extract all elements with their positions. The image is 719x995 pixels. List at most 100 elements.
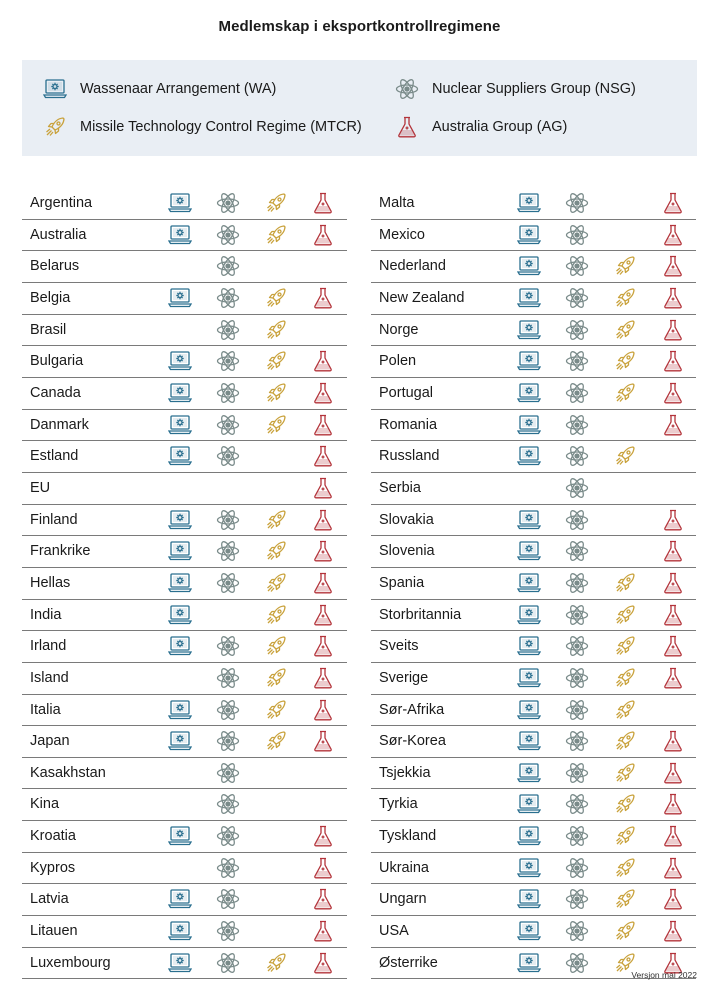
atom-icon <box>565 761 589 785</box>
flask-icon <box>661 413 685 437</box>
country-name: Mexico <box>379 226 425 243</box>
flask-icon <box>311 349 335 373</box>
laptop-gear-icon <box>42 76 68 102</box>
laptop-gear-icon <box>517 698 541 722</box>
laptop-gear-icon <box>168 508 192 532</box>
rocket-icon <box>613 444 637 468</box>
country-name: EU <box>30 479 51 496</box>
flask-icon <box>661 223 685 247</box>
flask-icon <box>311 698 335 722</box>
atom-icon <box>565 444 589 468</box>
country-row: Sør-Korea <box>371 726 696 758</box>
atom-icon <box>565 286 589 310</box>
country-name: Slovenia <box>379 543 435 560</box>
country-name: Kroatia <box>30 828 76 845</box>
country-row: Serbia <box>371 473 696 505</box>
flask-icon <box>661 539 685 563</box>
flask-icon <box>311 856 335 880</box>
rocket-icon <box>613 698 637 722</box>
rocket-icon <box>264 413 288 437</box>
country-row: Polen <box>371 346 696 378</box>
rocket-icon <box>264 729 288 753</box>
country-row: Hellas <box>22 568 347 600</box>
laptop-gear-icon <box>168 729 192 753</box>
country-row: Sveits <box>371 631 696 663</box>
country-name: Ukraina <box>379 859 429 876</box>
laptop-gear-icon <box>517 254 541 278</box>
laptop-gear-icon <box>517 539 541 563</box>
flask-icon <box>311 571 335 595</box>
flask-icon <box>661 887 685 911</box>
atom-icon <box>565 349 589 373</box>
atom-icon <box>216 571 240 595</box>
atom-icon <box>216 729 240 753</box>
atom-icon <box>565 951 589 975</box>
laptop-gear-icon <box>168 349 192 373</box>
flask-icon <box>311 666 335 690</box>
legend-item-ag: Australia Group (AG) <box>394 114 567 140</box>
flask-icon <box>661 729 685 753</box>
flask-icon <box>311 286 335 310</box>
flask-icon <box>661 856 685 880</box>
atom-icon <box>216 508 240 532</box>
laptop-gear-icon <box>517 603 541 627</box>
country-name: Ungarn <box>379 891 427 908</box>
country-list-right: Malta Mexico Nederland New Zealand Norge Pole… <box>371 188 696 980</box>
laptop-gear-icon <box>517 634 541 658</box>
country-name: Kasakhstan <box>30 764 106 781</box>
country-name: Kina <box>30 796 60 813</box>
country-row: Østerrike <box>371 948 696 980</box>
rocket-icon <box>613 951 637 975</box>
flask-icon <box>311 508 335 532</box>
laptop-gear-icon <box>168 919 192 943</box>
atom-icon <box>216 856 240 880</box>
country-name: Belarus <box>30 258 80 275</box>
country-name: Irland <box>30 638 67 655</box>
rocket-icon <box>613 603 637 627</box>
country-name: Danmark <box>30 416 89 433</box>
flask-icon <box>311 603 335 627</box>
country-row: Danmark <box>22 410 347 442</box>
country-row: Tyrkia <box>371 789 696 822</box>
country-row: Ungarn <box>371 884 696 917</box>
flask-icon <box>661 381 685 405</box>
atom-icon <box>565 634 589 658</box>
country-row: Irland <box>22 631 347 663</box>
rocket-icon <box>42 114 68 140</box>
flask-icon <box>661 792 685 816</box>
country-row: Slovenia <box>371 536 696 568</box>
country-name: Østerrike <box>379 954 438 971</box>
atom-icon <box>216 254 240 278</box>
atom-icon <box>565 191 589 215</box>
country-row: Canada <box>22 378 347 410</box>
country-name: Storbritannia <box>379 606 462 623</box>
atom-icon <box>216 887 240 911</box>
flask-icon <box>311 539 335 563</box>
laptop-gear-icon <box>517 286 541 310</box>
country-name: Spania <box>379 574 425 591</box>
rocket-icon <box>613 254 637 278</box>
country-name: Portugal <box>379 384 434 401</box>
rocket-icon <box>264 223 288 247</box>
country-name: Russland <box>379 448 440 465</box>
country-name: Sør-Korea <box>379 733 446 750</box>
atom-icon <box>216 349 240 373</box>
country-name: USA <box>379 923 409 940</box>
flask-icon <box>311 223 335 247</box>
laptop-gear-icon <box>517 792 541 816</box>
country-row: Luxembourg <box>22 948 347 980</box>
country-name: Tsjekkia <box>379 764 431 781</box>
atom-icon <box>394 76 420 102</box>
atom-icon <box>216 191 240 215</box>
country-row: Spania <box>371 568 696 600</box>
laptop-gear-icon <box>168 824 192 848</box>
rocket-icon <box>613 824 637 848</box>
atom-icon <box>216 444 240 468</box>
atom-icon <box>216 666 240 690</box>
atom-icon <box>565 539 589 563</box>
flask-icon <box>661 286 685 310</box>
laptop-gear-icon <box>168 413 192 437</box>
flask-icon <box>661 666 685 690</box>
laptop-gear-icon <box>168 539 192 563</box>
country-row: Mexico <box>371 220 696 252</box>
